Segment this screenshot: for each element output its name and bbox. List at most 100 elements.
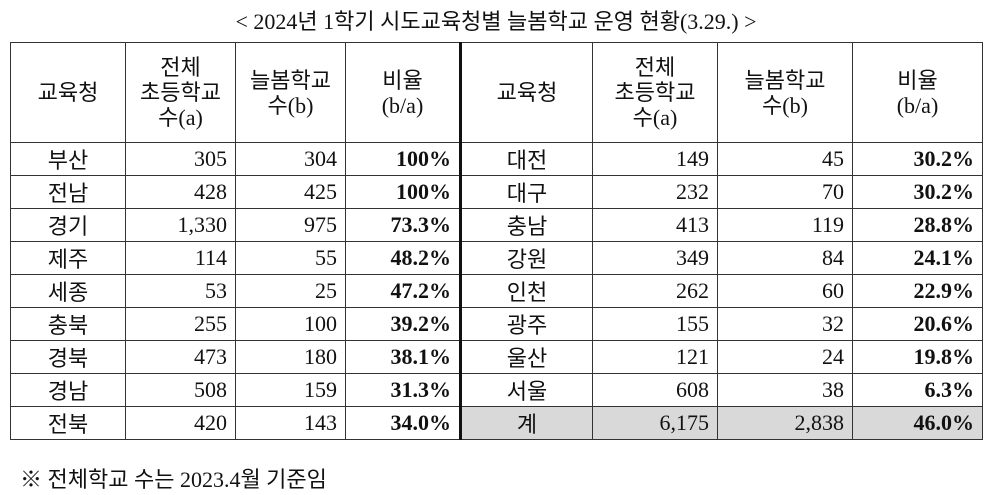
header-text: 전체 [634, 55, 676, 80]
table-cell: 서울 [459, 373, 593, 407]
table-cell: 508 [125, 373, 236, 407]
note: ※ 전체학교 수는 2023.4월 기준임 [20, 467, 327, 492]
table-cell: 413 [592, 208, 718, 242]
table-cell: 60 [717, 274, 853, 308]
table-cell: 20.6% [852, 307, 983, 341]
table-cell: 45 [717, 142, 853, 176]
table-cell: 159 [235, 373, 346, 407]
table-cell: 32 [717, 307, 853, 341]
table-cell: 84 [717, 241, 853, 275]
table-cell: 제주 [10, 241, 126, 275]
table-cell: 47.2% [345, 274, 461, 308]
table-cell: 경기 [10, 208, 126, 242]
table-cell: 155 [592, 307, 718, 341]
header-text: 비율 [897, 67, 938, 93]
table-cell: 2,838 [717, 406, 853, 440]
table-row: 경기 1,330 975 73.3% 충남 413 119 28.8% [10, 208, 983, 242]
table-cell: 304 [235, 142, 346, 176]
table-cell: 24.1% [852, 241, 983, 275]
table-cell: 114 [125, 241, 236, 275]
table-cell: 계 [459, 406, 593, 440]
table-cell: 262 [592, 274, 718, 308]
table-cell: 420 [125, 406, 236, 440]
table-row: 경남 508 159 31.3% 서울 608 38 6.3% [10, 373, 983, 407]
header-text: 초등학교 [614, 80, 696, 105]
table-cell: 100% [345, 142, 461, 176]
table-cell: 대구 [459, 175, 593, 209]
table-cell: 울산 [459, 340, 593, 374]
table-cell: 255 [125, 307, 236, 341]
table-cell: 경북 [10, 340, 126, 374]
table-cell: 48.2% [345, 241, 461, 275]
table-cell: 425 [235, 175, 346, 209]
table-cell: 31.3% [345, 373, 461, 407]
table-cell: 30.2% [852, 142, 983, 176]
header-cell: 비율 (b/a) [345, 42, 461, 143]
table-cell: 38 [717, 373, 853, 407]
table-row: 전북 420 143 34.0% 계 6,175 2,838 46.0% [10, 406, 983, 440]
table-cell: 119 [717, 208, 853, 242]
table-cell: 473 [125, 340, 236, 374]
header-cell: 전체 초등학교 수(a) [592, 42, 718, 143]
header-text: 수(a) [158, 105, 203, 130]
table-cell: 121 [592, 340, 718, 374]
table-cell: 46.0% [852, 406, 983, 440]
table-cell: 34.0% [345, 406, 461, 440]
header-cell: 전체 초등학교 수(a) [125, 42, 236, 143]
table-cell: 100 [235, 307, 346, 341]
table-cell: 305 [125, 142, 236, 176]
table-cell: 73.3% [345, 208, 461, 242]
table-cell: 100% [345, 175, 461, 209]
header-cell: 비율 (b/a) [852, 42, 983, 143]
table-cell: 6,175 [592, 406, 718, 440]
table-cell: 대전 [459, 142, 593, 176]
table-cell: 광주 [459, 307, 593, 341]
table-cell: 55 [235, 241, 346, 275]
table-cell: 608 [592, 373, 718, 407]
table-cell: 975 [235, 208, 346, 242]
table-row: 세종 53 25 47.2% 인천 262 60 22.9% [10, 274, 983, 308]
table-row: 부산 305 304 100% 대전 149 45 30.2% [10, 142, 983, 176]
header-row: 교육청 전체 초등학교 수(a) 늘봄학교 수(b) 비율 (b/a) 교육청 전체 초등학교 수(a… [10, 42, 983, 143]
table-cell: 149 [592, 142, 718, 176]
header-text: 교육청 [37, 80, 99, 105]
header-text: 교육청 [496, 80, 558, 105]
status-table: 교육청 전체 초등학교 수(a) 늘봄학교 수(b) 비율 (b/a) 교육청 전체 초등학교 수(a… [10, 42, 983, 440]
table-cell: 38.1% [345, 340, 461, 374]
header-text: 수(a) [632, 105, 678, 130]
table-body: 부산 305 304 100% 대전 149 45 30.2% 전남 428 425 100% 대구 23… [10, 142, 983, 440]
table-cell: 19.8% [852, 340, 983, 374]
header-cell: 늘봄학교 수(b) [717, 42, 853, 143]
header-text: 수(b) [762, 92, 808, 118]
header-text: 비율 [382, 67, 423, 93]
table-cell: 세종 [10, 274, 126, 308]
table-cell: 30.2% [852, 175, 983, 209]
table-cell: 39.2% [345, 307, 461, 341]
table-cell: 전남 [10, 175, 126, 209]
header-text: 초등학교 [140, 80, 221, 105]
table-row: 제주 114 55 48.2% 강원 349 84 24.1% [10, 241, 983, 275]
table-cell: 28.8% [852, 208, 983, 242]
table-cell: 충남 [459, 208, 593, 242]
header-text: 수(b) [267, 92, 314, 118]
table-cell: 25 [235, 274, 346, 308]
table-cell: 인천 [459, 274, 593, 308]
table-cell: 143 [235, 406, 346, 440]
table-cell: 22.9% [852, 274, 983, 308]
table-row: 충북 255 100 39.2% 광주 155 32 20.6% [10, 307, 983, 341]
table-cell: 180 [235, 340, 346, 374]
header-text: (b/a) [896, 92, 939, 118]
table-cell: 충북 [10, 307, 126, 341]
table-row: 전남 428 425 100% 대구 232 70 30.2% [10, 175, 983, 209]
table-cell: 경남 [10, 373, 126, 407]
table-cell: 428 [125, 175, 236, 209]
header-text: 늘봄학교 [744, 67, 826, 93]
header-cell: 교육청 [459, 42, 593, 143]
header-cell: 늘봄학교 수(b) [235, 42, 346, 143]
table-row: 경북 473 180 38.1% 울산 121 24 19.8% [10, 340, 983, 374]
table-cell: 24 [717, 340, 853, 374]
header-cell: 교육청 [10, 42, 126, 143]
header-text: 전체 [160, 55, 201, 80]
table-cell: 349 [592, 241, 718, 275]
table-cell: 70 [717, 175, 853, 209]
